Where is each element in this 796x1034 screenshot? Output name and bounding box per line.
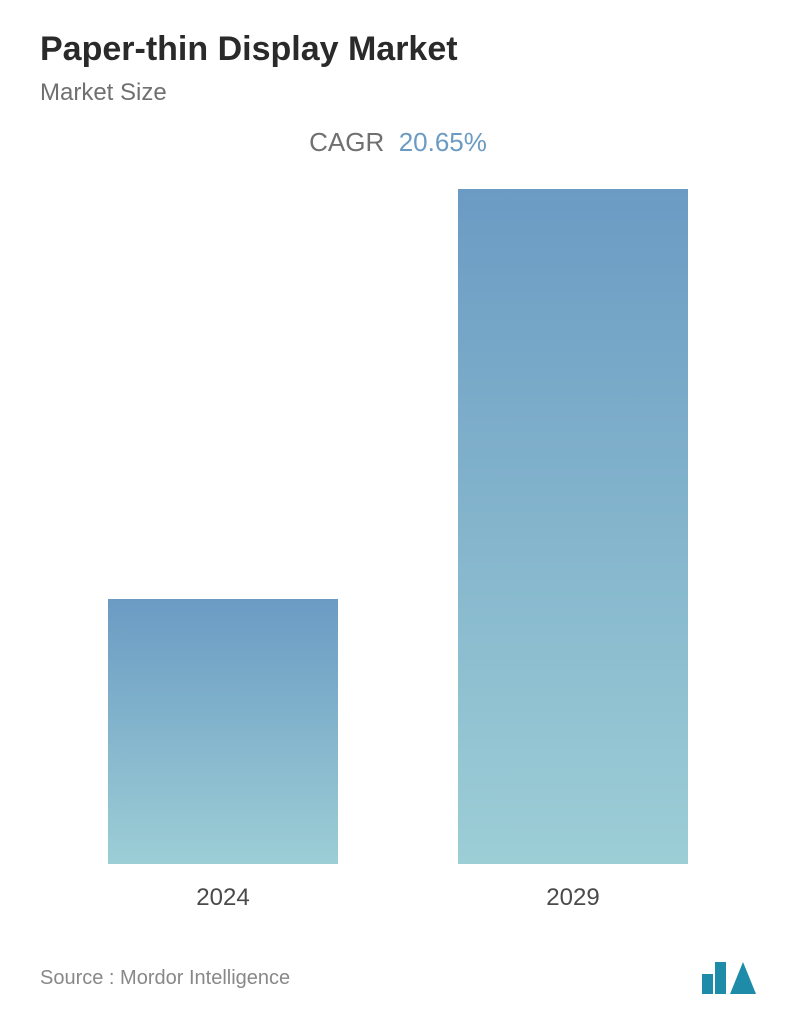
bar-group-0: 2024 bbox=[108, 599, 338, 912]
source-text: Source : Mordor Intelligence bbox=[40, 967, 290, 990]
chart-container: Paper-thin Display Market Market Size CA… bbox=[0, 0, 796, 1034]
chart-area: 2024 2029 bbox=[40, 188, 756, 932]
bar-label-1: 2029 bbox=[546, 884, 599, 912]
source-label: Source : bbox=[40, 967, 114, 989]
logo-bar-2 bbox=[715, 962, 726, 994]
logo-bar-1 bbox=[702, 974, 713, 994]
cagr-label: CAGR bbox=[309, 127, 384, 157]
cagr-value: 20.65% bbox=[399, 127, 487, 157]
logo-triangle bbox=[730, 962, 756, 994]
bar-group-1: 2029 bbox=[458, 189, 688, 912]
mordor-logo-icon bbox=[702, 962, 756, 994]
chart-subtitle: Market Size bbox=[40, 79, 756, 107]
footer: Source : Mordor Intelligence bbox=[40, 932, 756, 1004]
bar-1 bbox=[458, 189, 688, 864]
chart-title: Paper-thin Display Market bbox=[40, 30, 756, 69]
bar-0 bbox=[108, 599, 338, 864]
source-name: Mordor Intelligence bbox=[120, 967, 290, 989]
bar-label-0: 2024 bbox=[196, 884, 249, 912]
cagr-row: CAGR 20.65% bbox=[40, 127, 756, 158]
